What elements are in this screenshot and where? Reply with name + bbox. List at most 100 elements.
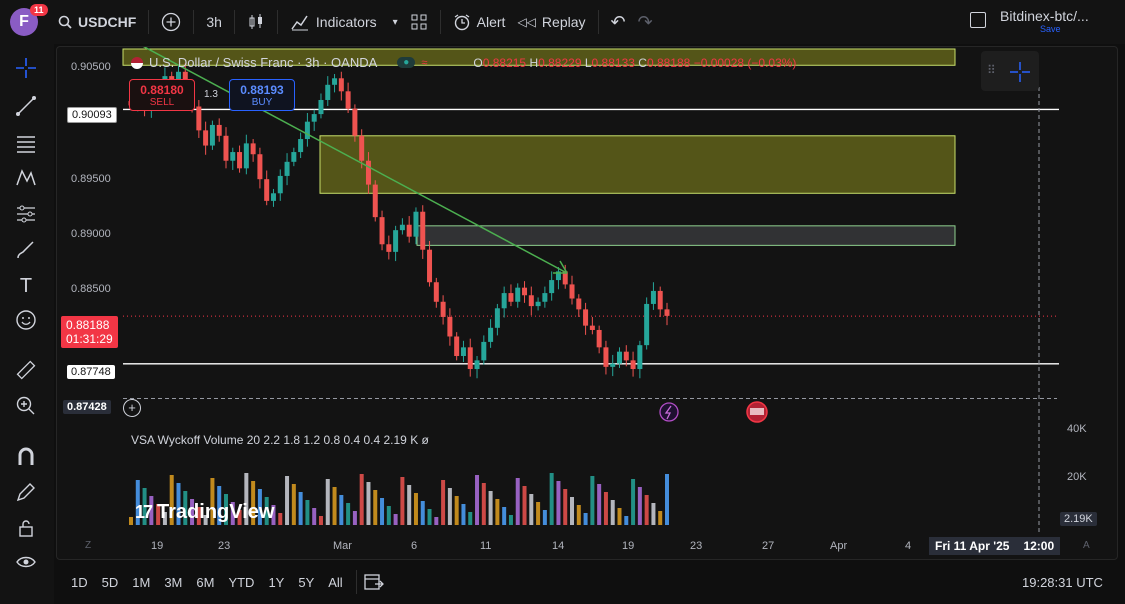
candle-body (332, 78, 338, 85)
volume-bar (658, 511, 663, 525)
chevron-down-icon: ▾ (392, 16, 398, 28)
text-tool[interactable]: T (12, 272, 40, 300)
legend-title[interactable]: U.S. Dollar / Swiss Franc · 3h · OANDA (149, 55, 378, 70)
candle-body (562, 271, 568, 285)
crosshair-tool[interactable] (12, 54, 40, 82)
range-5d[interactable]: 5D (101, 574, 119, 590)
volume-bar (129, 517, 133, 525)
sell-button[interactable]: 0.88180 SELL (129, 79, 195, 111)
supply-zone (122, 48, 956, 66)
lightning-icon (659, 402, 679, 422)
candle-body (630, 360, 636, 370)
tradingview-watermark: 17 TradingView (135, 501, 274, 524)
buy-button[interactable]: 0.88193 BUY (229, 79, 295, 111)
candle-body (230, 152, 236, 161)
candle-body (277, 175, 283, 194)
volume-bar (631, 479, 636, 525)
add-alert-plus-icon[interactable]: + (123, 399, 141, 417)
emoji-tool[interactable] (12, 306, 40, 334)
volume-bar (162, 512, 167, 525)
volume-bar (230, 502, 235, 525)
open-label: O (473, 55, 483, 70)
chart-type-button[interactable] (241, 5, 271, 39)
rewind-icon: ◁◁ (517, 15, 536, 29)
buy-label: BUY (251, 97, 273, 108)
volume-bar (325, 479, 330, 525)
range-6m[interactable]: 6M (196, 574, 215, 590)
crosshair-clock: 12:00 (1023, 539, 1055, 553)
candle-body (243, 143, 249, 169)
volume-bar (610, 500, 615, 525)
candle-body (447, 316, 453, 337)
date-range-icon[interactable] (363, 572, 385, 592)
forecast-tool[interactable] (12, 200, 40, 228)
flag-icon (131, 56, 143, 69)
volume-indicator-legend[interactable]: VSA Wyckoff Volume 20 2.2 1.8 1.2 0.8 0.… (131, 433, 429, 447)
price-chart[interactable] (57, 47, 1118, 560)
candle-body (284, 161, 290, 176)
volume-bar (549, 473, 554, 525)
volume-bar (570, 497, 575, 525)
candle-body (216, 124, 222, 136)
lower-line-tag: 0.87748 (67, 365, 115, 379)
trendline-tool[interactable] (12, 92, 40, 120)
indicators-button[interactable]: Indicators ▾ (284, 5, 404, 39)
replay-button[interactable]: ◁◁ Replay (511, 5, 591, 39)
redo-button[interactable]: ↷ (632, 5, 659, 39)
divider (276, 10, 278, 34)
alarm-clock-icon (454, 14, 470, 31)
interval-button[interactable]: 3h (206, 14, 222, 30)
volume-bar (366, 482, 371, 525)
chart-panel[interactable]: 0.90500 0.89500 0.89000 0.88500 0.90093 … (56, 46, 1118, 560)
utc-clock[interactable]: 19:28:31 UTC (1022, 574, 1103, 590)
save-label[interactable]: Save (1040, 24, 1061, 34)
time-tick: Mar (333, 540, 352, 552)
candle-body (393, 230, 399, 252)
range-1d[interactable]: 1D (71, 574, 88, 590)
range-1y[interactable]: 1Y (268, 574, 285, 590)
range-3m[interactable]: 3M (164, 574, 183, 590)
volume-tick: 40K (1067, 423, 1087, 435)
pattern-tool[interactable] (12, 164, 40, 192)
undo-button[interactable]: ↶ (605, 5, 632, 39)
volume-bar (529, 494, 534, 525)
volume-bar (400, 477, 405, 525)
candle-body (657, 290, 663, 310)
high-label: H (529, 55, 539, 70)
range-ytd[interactable]: YTD (228, 574, 255, 590)
range-1m[interactable]: 1M (132, 574, 151, 590)
layout-square-icon[interactable] (970, 12, 986, 28)
candle-body (182, 71, 188, 86)
candle-body (603, 347, 609, 367)
auto-scale-icon[interactable]: A (1083, 540, 1090, 551)
templates-button[interactable] (404, 5, 434, 39)
volume-bar (135, 480, 140, 525)
plus-circle-icon (162, 12, 181, 32)
magnet-tool[interactable] (12, 442, 40, 470)
compare-symbol-button[interactable] (155, 5, 187, 39)
zoom-tool[interactable] (12, 392, 40, 420)
fib-tool[interactable] (12, 130, 40, 158)
candle-body (420, 211, 426, 250)
candle-body (542, 293, 548, 302)
drawing-handle[interactable]: ⠿ (981, 51, 1039, 91)
range-all[interactable]: All (328, 574, 343, 590)
search-icon (58, 15, 72, 29)
candle-body (460, 347, 466, 357)
brush-tool[interactable] (12, 236, 40, 264)
range-5y[interactable]: 5Y (298, 574, 315, 590)
symbol-search[interactable]: USDCHF (52, 5, 142, 39)
alert-button[interactable]: Alert (447, 5, 512, 39)
measure-tool[interactable] (12, 356, 40, 384)
low-value: 0.88133 (591, 55, 635, 70)
pencil-lock-tool[interactable] (12, 478, 40, 506)
volume-bar (420, 501, 425, 525)
volume-bar (210, 478, 215, 525)
z-icon[interactable]: Z (85, 540, 92, 551)
time-axis[interactable]: Z 19 23 Mar 6 11 14 19 23 27 Apr 4 Fri 1… (57, 535, 1117, 559)
lock-tool[interactable] (12, 514, 40, 542)
visibility-tool[interactable] (12, 548, 40, 576)
candle-body (555, 271, 561, 281)
candle-body (298, 139, 304, 153)
layout-name[interactable]: Bitdinex-btc/... (1000, 8, 1089, 24)
